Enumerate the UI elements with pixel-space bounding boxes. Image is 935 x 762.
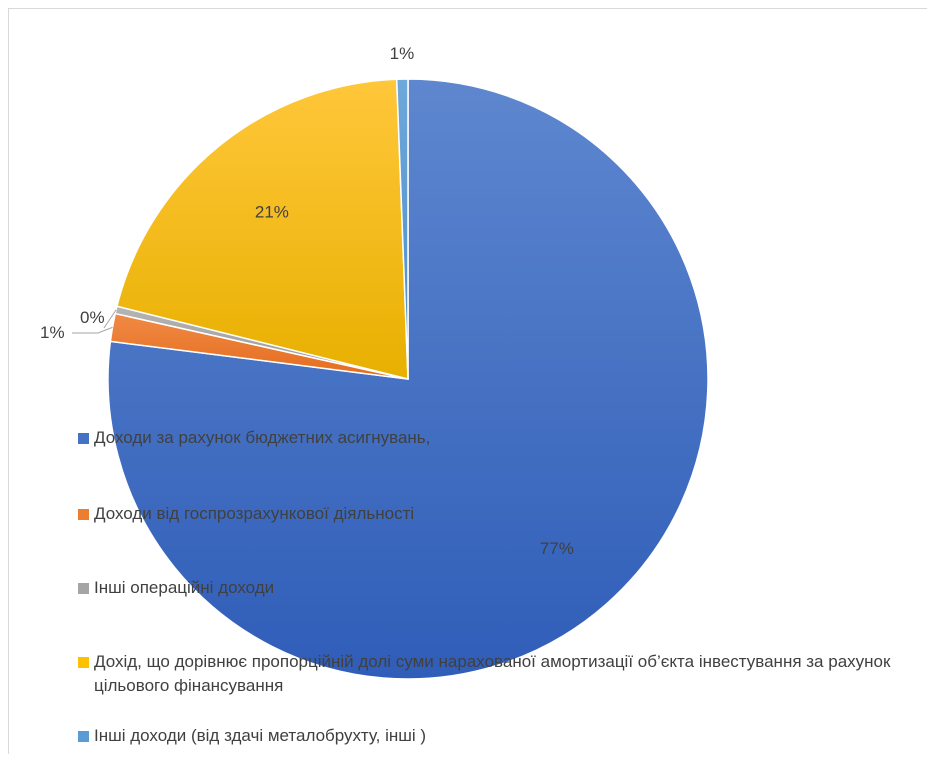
legend-swatch-amortization xyxy=(78,657,89,668)
legend-swatch-self-supporting xyxy=(78,509,89,520)
legend-swatch-other-income xyxy=(78,731,89,742)
legend-item-budget: Доходи за рахунок бюджетних асигнувань, xyxy=(78,426,894,450)
legend-label-budget: Доходи за рахунок бюджетних асигнувань, xyxy=(94,428,431,447)
data-label-self-supporting: 1% xyxy=(40,323,65,342)
slice-amortization xyxy=(116,78,409,380)
pie-slices xyxy=(107,78,709,680)
legend-label-other-income: Інші доходи (від здачі металобрухту, інш… xyxy=(94,726,427,745)
legend-swatch-other-operating xyxy=(78,583,89,594)
legend-swatch-budget xyxy=(78,433,89,444)
legend-item-self-supporting: Доходи від госпрозрахункової діяльності xyxy=(78,502,894,526)
data-labels: 77% 1% 0% 21% 1% xyxy=(40,44,574,558)
legend-item-amortization: Дохід, що дорівнює пропорційній долі сум… xyxy=(78,650,894,698)
data-label-other-income: 1% xyxy=(390,44,415,63)
legend-label-amortization: Дохід, що дорівнює пропорційній долі сум… xyxy=(94,652,891,695)
legend-item-other-income: Інші доходи (від здачі металобрухту, інш… xyxy=(78,724,894,748)
leader-line-self-supporting xyxy=(72,326,113,334)
leader-lines xyxy=(72,309,117,334)
legend-item-other-operating: Інші операційні доходи xyxy=(78,576,894,600)
chart-area xyxy=(8,8,927,754)
data-label-other-operating: 0% xyxy=(80,308,105,327)
leader-line-other-operating xyxy=(103,309,117,329)
legend-label-other-operating: Інші операційні доходи xyxy=(94,578,275,597)
data-label-amortization: 21% xyxy=(255,202,289,221)
slice-other-income xyxy=(395,78,409,380)
legend-label-self-supporting: Доходи від госпрозрахункової діяльності xyxy=(94,504,415,523)
data-label-budget: 77% xyxy=(540,539,574,558)
